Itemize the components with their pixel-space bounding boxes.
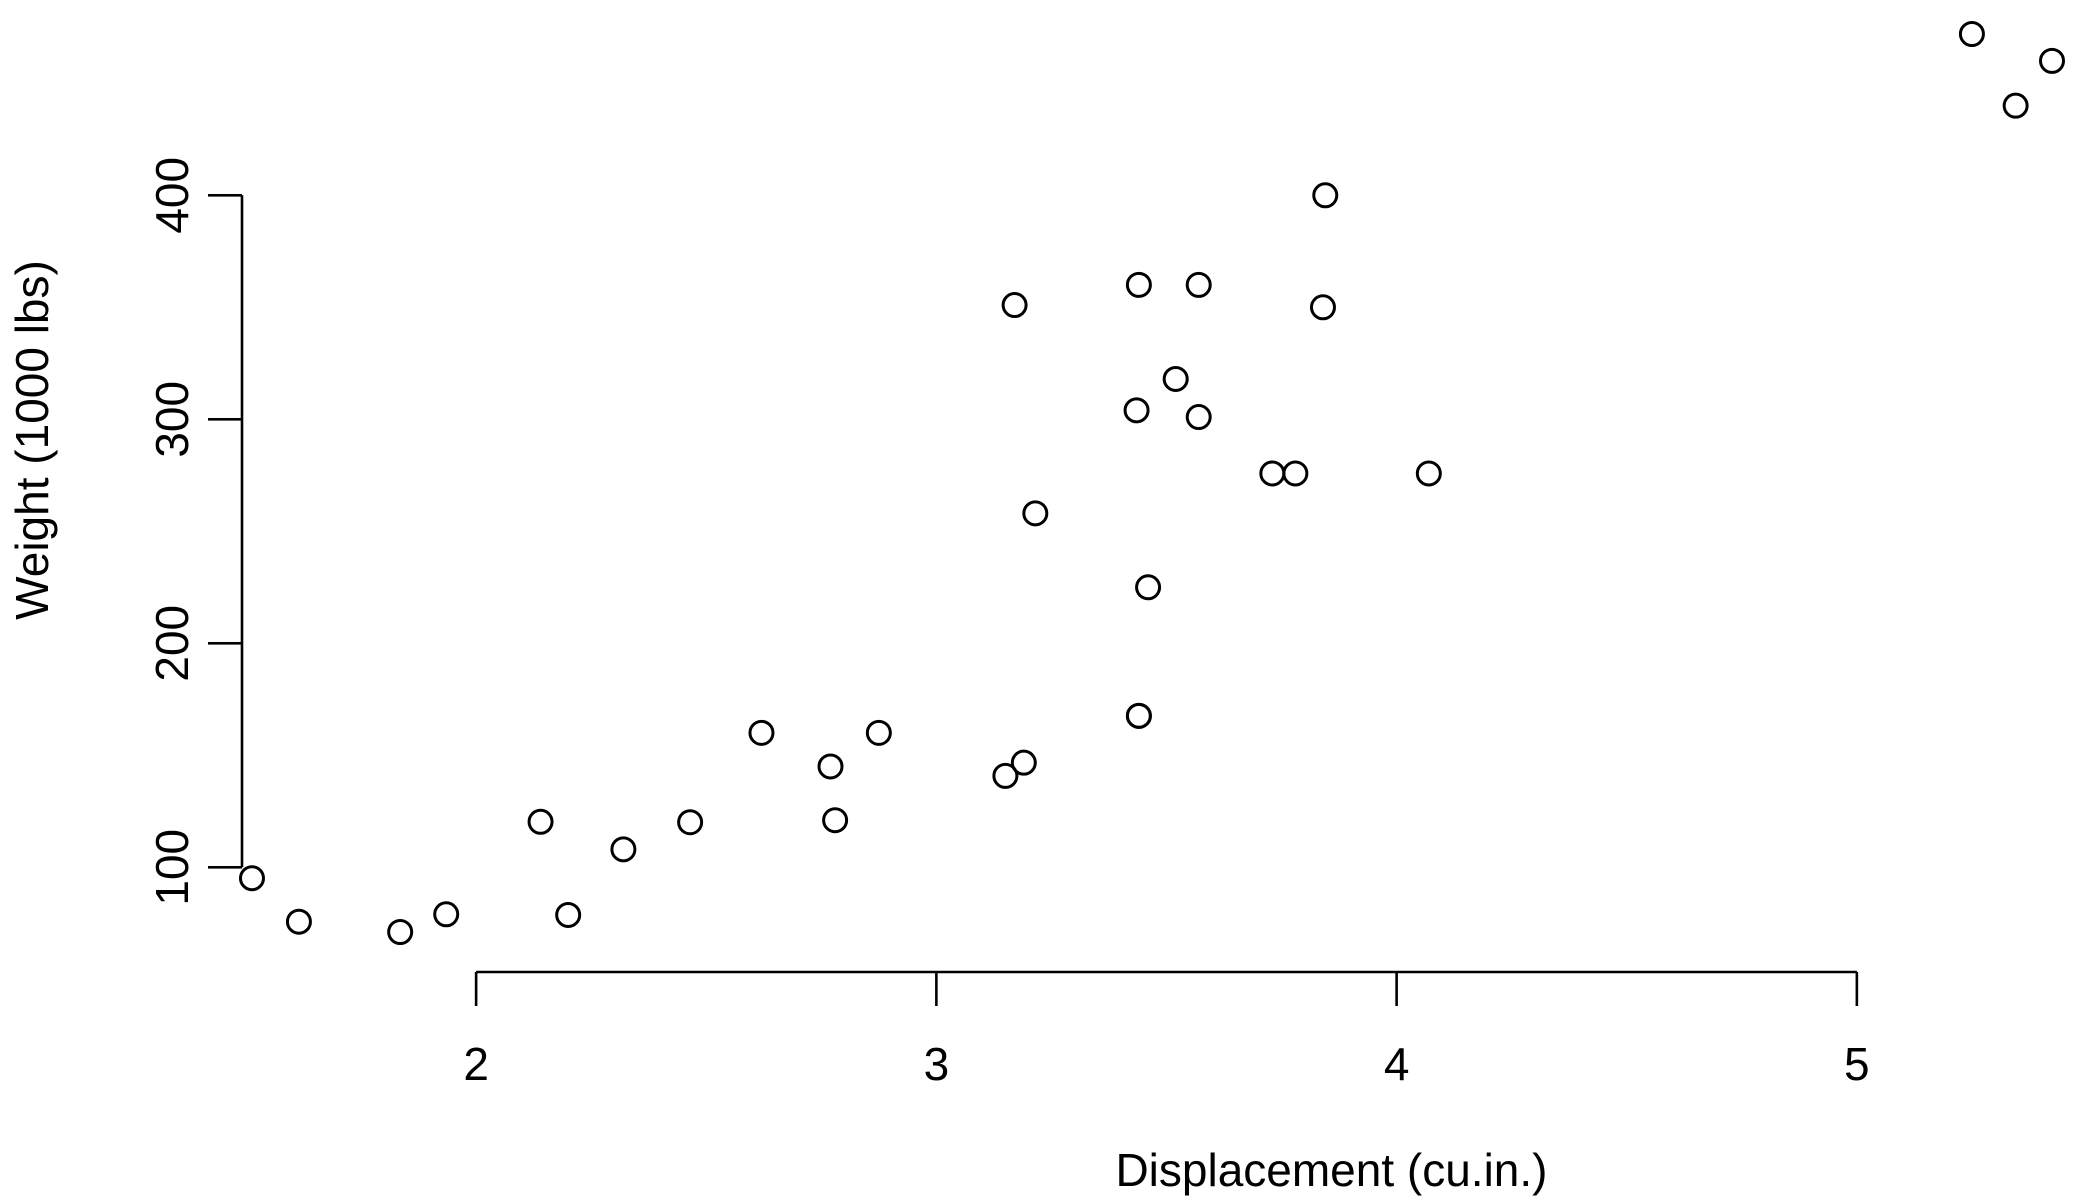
data-point bbox=[555, 901, 582, 928]
data-point bbox=[1185, 271, 1212, 298]
x-tick-label: 4 bbox=[1384, 1038, 1410, 1090]
y-axis-title: Weight (1000 lbs) bbox=[6, 260, 58, 620]
data-point bbox=[817, 753, 844, 780]
y-tick-label: 300 bbox=[146, 381, 198, 458]
data-point bbox=[748, 719, 775, 746]
y-tick-label: 400 bbox=[146, 157, 198, 234]
data-point bbox=[527, 808, 554, 835]
y-tick-label: 100 bbox=[146, 829, 198, 906]
data-point bbox=[1022, 500, 1049, 527]
x-axis: 2 3 4 5 bbox=[463, 970, 1870, 1090]
data-point bbox=[1958, 21, 1985, 47]
x-axis-title: Displacement (cu.in.) bbox=[1115, 1144, 1547, 1196]
data-point bbox=[285, 908, 312, 935]
data-point bbox=[677, 809, 704, 836]
x-tick-label: 5 bbox=[1844, 1038, 1870, 1090]
y-ticks: 100 200 300 400 bbox=[146, 157, 242, 906]
data-point bbox=[1125, 702, 1152, 729]
data-point bbox=[1123, 397, 1150, 424]
data-point bbox=[1185, 404, 1212, 431]
data-point bbox=[1259, 460, 1286, 487]
data-point bbox=[1010, 749, 1037, 776]
data-point bbox=[822, 807, 849, 834]
data-point bbox=[387, 919, 414, 945]
data-point bbox=[1309, 294, 1336, 321]
data-point bbox=[1162, 365, 1189, 392]
data-point bbox=[1135, 574, 1162, 601]
data-point bbox=[992, 762, 1019, 789]
data-point bbox=[610, 836, 637, 863]
data-point bbox=[865, 719, 892, 746]
data-point bbox=[2039, 47, 2065, 74]
y-axis: 100 200 300 400 bbox=[146, 157, 244, 906]
data-point bbox=[238, 865, 265, 892]
data-point bbox=[1001, 292, 1028, 319]
data-point bbox=[433, 901, 460, 928]
x-tick-label: 3 bbox=[924, 1038, 950, 1090]
data-point bbox=[1312, 182, 1339, 209]
y-tick-label: 200 bbox=[146, 605, 198, 682]
data-point bbox=[1125, 271, 1152, 298]
data-point bbox=[2002, 92, 2029, 119]
x-ticks: 2 3 4 5 bbox=[463, 972, 1870, 1090]
data-points bbox=[238, 21, 2065, 945]
data-point bbox=[1415, 460, 1442, 487]
data-point bbox=[1282, 460, 1309, 487]
x-tick-label: 2 bbox=[463, 1038, 489, 1090]
